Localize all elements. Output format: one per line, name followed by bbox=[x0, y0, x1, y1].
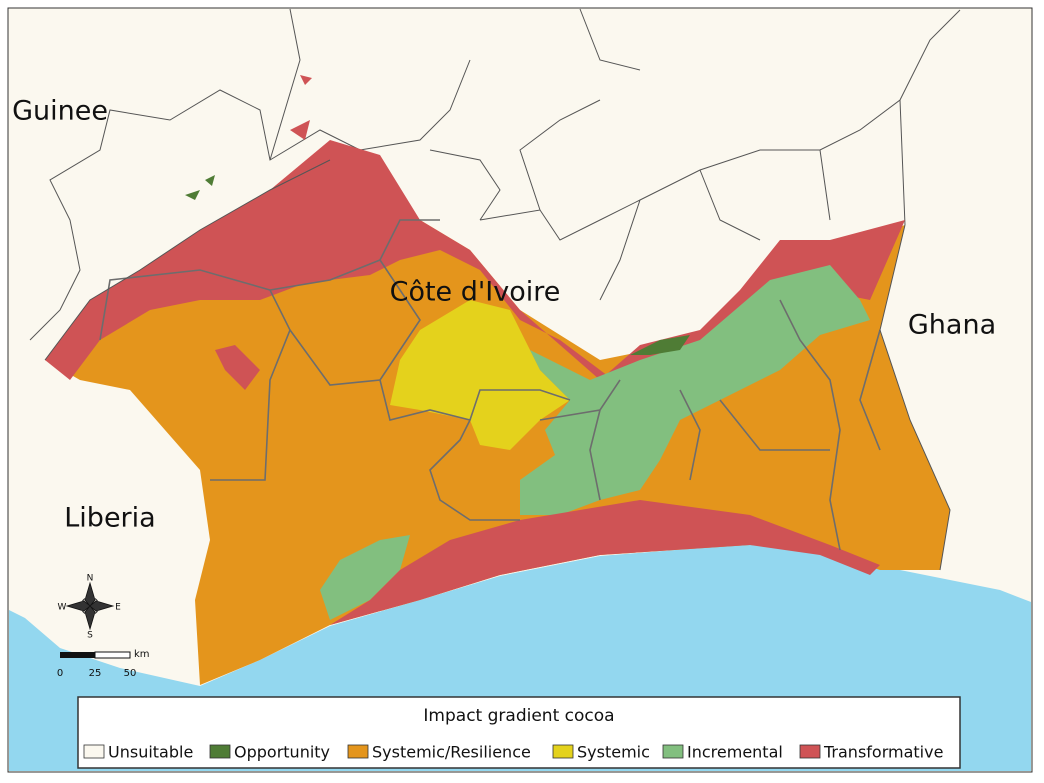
legend-swatch bbox=[662, 744, 684, 759]
country-label: Ghana bbox=[908, 310, 996, 341]
legend-label: Transformative bbox=[823, 743, 943, 762]
region-border bbox=[99, 219, 881, 551]
country-label: Liberia bbox=[64, 503, 155, 534]
legend: Impact gradient cocoa Unsuitable Opportun… bbox=[77, 696, 961, 769]
legend-swatch bbox=[552, 744, 574, 759]
legend-title: Impact gradient cocoa bbox=[423, 706, 614, 726]
legend-swatch bbox=[347, 744, 369, 759]
zone-incremental bbox=[320, 265, 870, 620]
country-label: Guinee bbox=[12, 96, 108, 127]
zone-systemic bbox=[390, 300, 570, 450]
neighbour-border bbox=[29, 8, 961, 341]
compass-label: S bbox=[87, 631, 93, 641]
scale-unit: km bbox=[134, 649, 150, 660]
compass-label: W bbox=[58, 603, 67, 613]
zone-transformative-coast bbox=[330, 500, 880, 625]
zone-transformative-patch bbox=[215, 75, 312, 390]
compass-label: E bbox=[115, 603, 121, 613]
legend-label: Systemic bbox=[577, 743, 650, 762]
scale-label: 0 bbox=[57, 668, 63, 679]
legend-label: Incremental bbox=[687, 743, 783, 762]
legend-label: Opportunity bbox=[234, 743, 330, 762]
compass: N S E W bbox=[58, 574, 122, 641]
zone-transformative bbox=[45, 140, 905, 385]
legend-swatch bbox=[799, 744, 821, 759]
country-label: Côte d'Ivoire bbox=[390, 277, 561, 308]
legend-label: Systemic/Resilience bbox=[372, 743, 531, 762]
legend-swatch bbox=[209, 744, 231, 759]
legend-swatch bbox=[83, 744, 105, 759]
country-border bbox=[44, 159, 951, 571]
legend-label: Unsuitable bbox=[108, 743, 193, 762]
scale-bar: km 0 25 50 bbox=[57, 649, 150, 679]
scale-label: 50 bbox=[124, 668, 137, 679]
compass-label: N bbox=[87, 574, 94, 584]
scale-label: 25 bbox=[89, 668, 102, 679]
